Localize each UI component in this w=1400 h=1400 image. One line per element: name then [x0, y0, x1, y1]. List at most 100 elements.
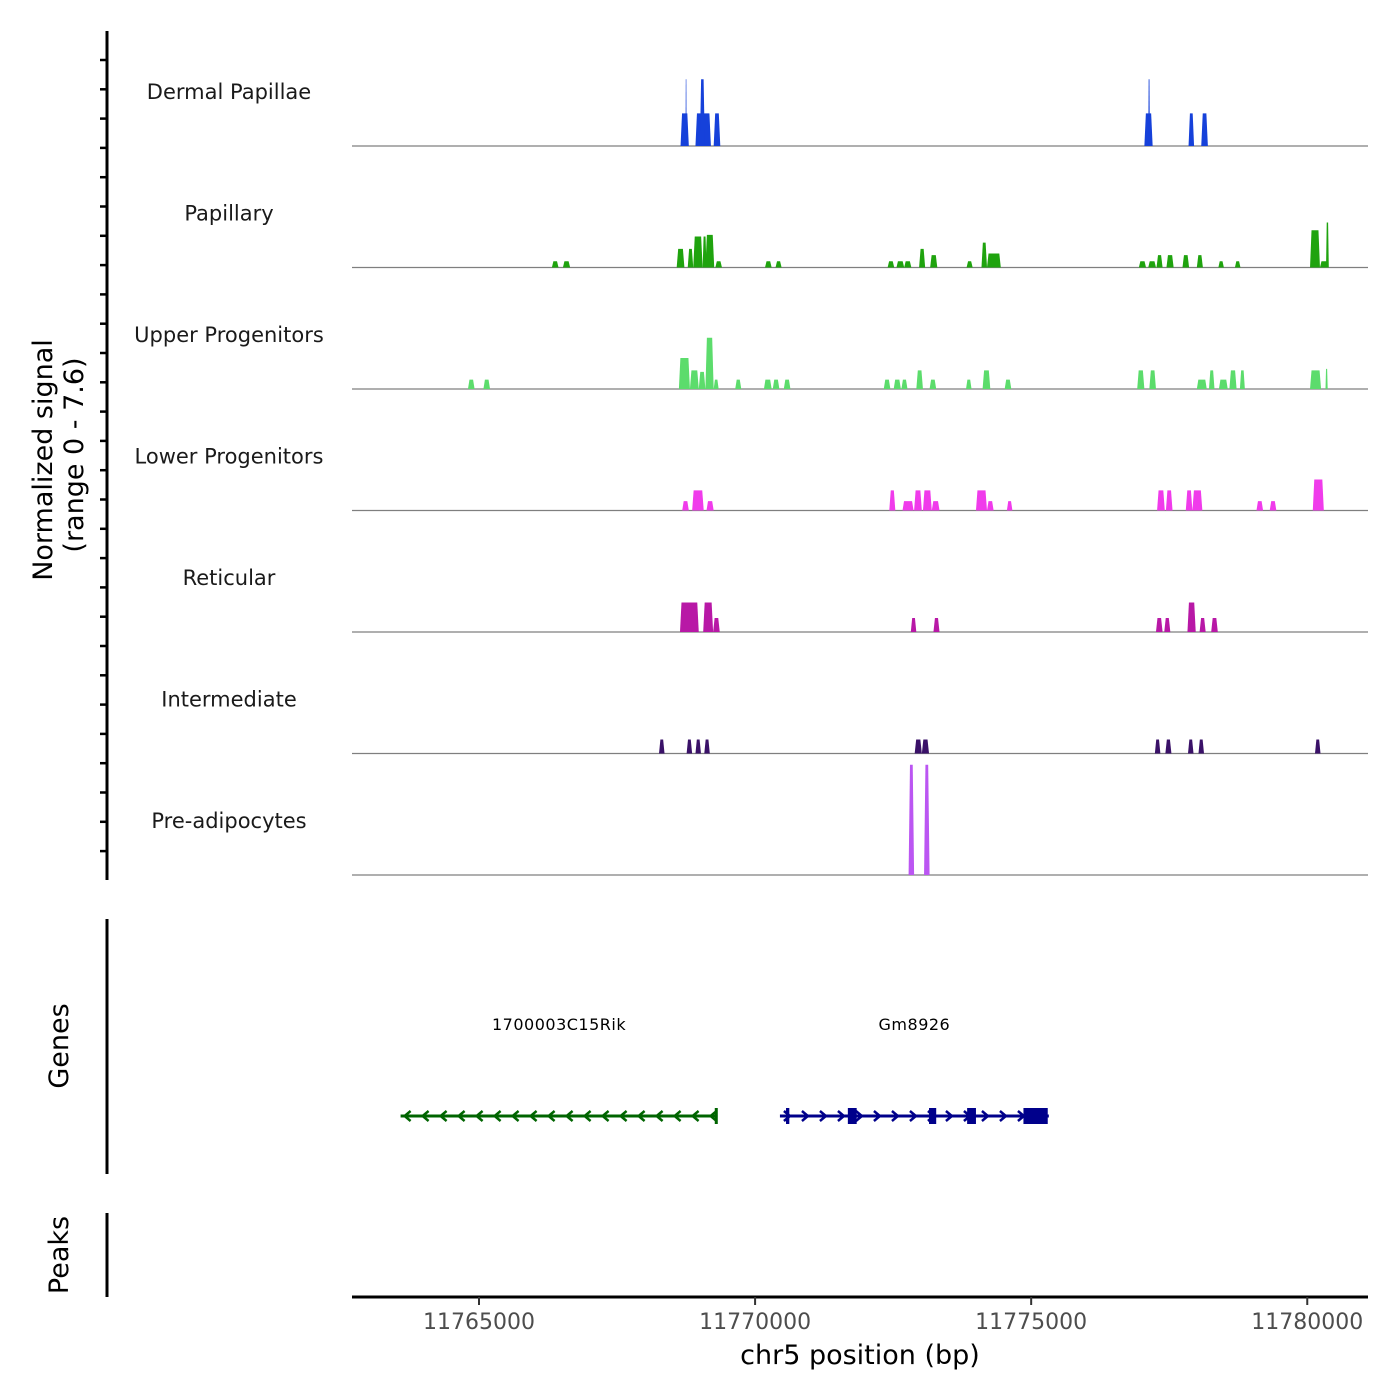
signal-peak: [1234, 261, 1241, 268]
signal-peak: [1165, 739, 1172, 754]
signal-peak: [1256, 501, 1264, 511]
signal-peak: [693, 236, 703, 268]
signal-peak: [685, 79, 687, 146]
x-axis-tick-label: 11775000: [975, 1310, 1087, 1335]
gene-label: 1700003C15Rik: [492, 1015, 626, 1034]
signal-peak: [705, 234, 715, 268]
signal-peak: [679, 602, 699, 632]
signal-peak: [981, 242, 987, 268]
gene-exon: [847, 1108, 857, 1124]
signal-peak: [1211, 618, 1218, 632]
strand-arrow-right-icon: [837, 1110, 846, 1122]
signal-peak: [706, 501, 714, 511]
strand-arrow-right-icon: [819, 1110, 828, 1122]
gene-exon: [929, 1108, 937, 1124]
signal-peak: [914, 739, 922, 754]
track-dermal-papillae: Dermal Papillae: [147, 79, 1368, 147]
signal-peak: [966, 261, 973, 268]
strand-arrow-left-icon: [690, 1110, 700, 1122]
strand-arrow-left-icon: [672, 1110, 682, 1122]
strand-arrow-left-icon: [582, 1110, 592, 1122]
signal-peak: [702, 236, 707, 268]
signal-peak: [883, 379, 891, 389]
signal-peak: [1154, 739, 1161, 754]
strand-arrow-right-icon: [801, 1110, 810, 1122]
signal-peak: [1325, 368, 1328, 389]
signal-peak: [703, 602, 714, 632]
signal-peak: [1165, 490, 1173, 511]
signal-peak: [931, 501, 940, 511]
strand-arrow-right-icon: [981, 1110, 990, 1122]
strand-arrow-left-icon: [420, 1110, 430, 1122]
signal-peak: [1192, 490, 1203, 511]
signal-peak: [467, 379, 475, 389]
signal-peak: [695, 739, 701, 754]
track-reticular: Reticular: [183, 566, 1368, 633]
signal-peak: [678, 357, 690, 389]
signal-peak: [1198, 739, 1205, 754]
signal-peak: [893, 379, 901, 389]
x-axis-tick-label: 11765000: [423, 1310, 535, 1335]
signal-peak: [713, 618, 720, 632]
signal-peak: [930, 255, 938, 268]
signal-peak: [705, 337, 714, 389]
gene-exon: [1023, 1108, 1048, 1124]
signal-peak: [1149, 370, 1156, 389]
peaks-track-title: Peaks: [44, 1216, 75, 1294]
signal-peak: [562, 261, 571, 268]
signal-peak: [933, 618, 940, 632]
strand-arrow-right-icon: [855, 1110, 864, 1122]
track-label: Dermal Papillae: [147, 80, 311, 104]
signal-peak: [1187, 739, 1194, 754]
signal-peak: [1188, 113, 1195, 146]
strand-arrow-left-icon: [474, 1110, 484, 1122]
genes-track: 1700003C15Rik Gm8926: [400, 1015, 1049, 1124]
track-label: Lower Progenitors: [135, 445, 324, 469]
signal-peak: [982, 370, 991, 389]
signal-peak: [919, 248, 926, 268]
signal-peak: [704, 739, 710, 754]
signal-peak: [1156, 255, 1163, 268]
signal-peak: [676, 248, 685, 268]
signal-peak: [659, 739, 665, 754]
signal-peak: [924, 764, 930, 875]
signal-peak: [772, 379, 780, 389]
track-upper-progenitors: Upper Progenitors: [134, 323, 1368, 390]
strand-arrow-right-icon: [945, 1110, 954, 1122]
signal-peak: [908, 764, 915, 875]
signal-peak: [896, 261, 905, 268]
signal-peak: [1312, 479, 1324, 511]
strand-arrow-left-icon: [402, 1110, 412, 1122]
signal-peak: [1218, 379, 1228, 389]
x-axis-ticks: 11765000 11770000 11775000 11780000: [423, 1297, 1363, 1335]
signal-peak: [1155, 618, 1163, 632]
signal-peak: [1182, 255, 1190, 268]
signal-peak: [775, 261, 782, 268]
strand-arrow-left-icon: [438, 1110, 448, 1122]
signal-peak: [483, 379, 491, 389]
signal-peak: [901, 379, 908, 389]
signal-peak: [715, 261, 722, 268]
strand-arrow-left-icon: [654, 1110, 664, 1122]
signal-peak: [1148, 261, 1156, 268]
signal-peak: [916, 370, 923, 389]
gene-exon: [967, 1108, 976, 1124]
signal-peak: [910, 618, 917, 632]
genes-track-title: Genes: [44, 1003, 75, 1088]
signal-peak: [1196, 379, 1207, 389]
track-label: Pre-adipocytes: [151, 809, 306, 833]
signal-peak: [698, 371, 706, 389]
signal-peak: [687, 248, 694, 268]
strand-arrow-right-icon: [909, 1110, 918, 1122]
signal-peak: [1004, 379, 1012, 389]
signal-peak: [692, 490, 704, 511]
gene-gm8926: Gm8926: [779, 1015, 1049, 1124]
coverage-tracks: Dermal Papillae Papillary Upper Progenitor…: [134, 79, 1368, 876]
signal-peak: [689, 370, 699, 389]
signal-peak: [887, 261, 895, 268]
track-papillary: Papillary: [184, 202, 1368, 269]
signal-peak: [713, 379, 719, 389]
strand-arrow-left-icon: [618, 1110, 628, 1122]
signal-peak: [1199, 618, 1206, 632]
